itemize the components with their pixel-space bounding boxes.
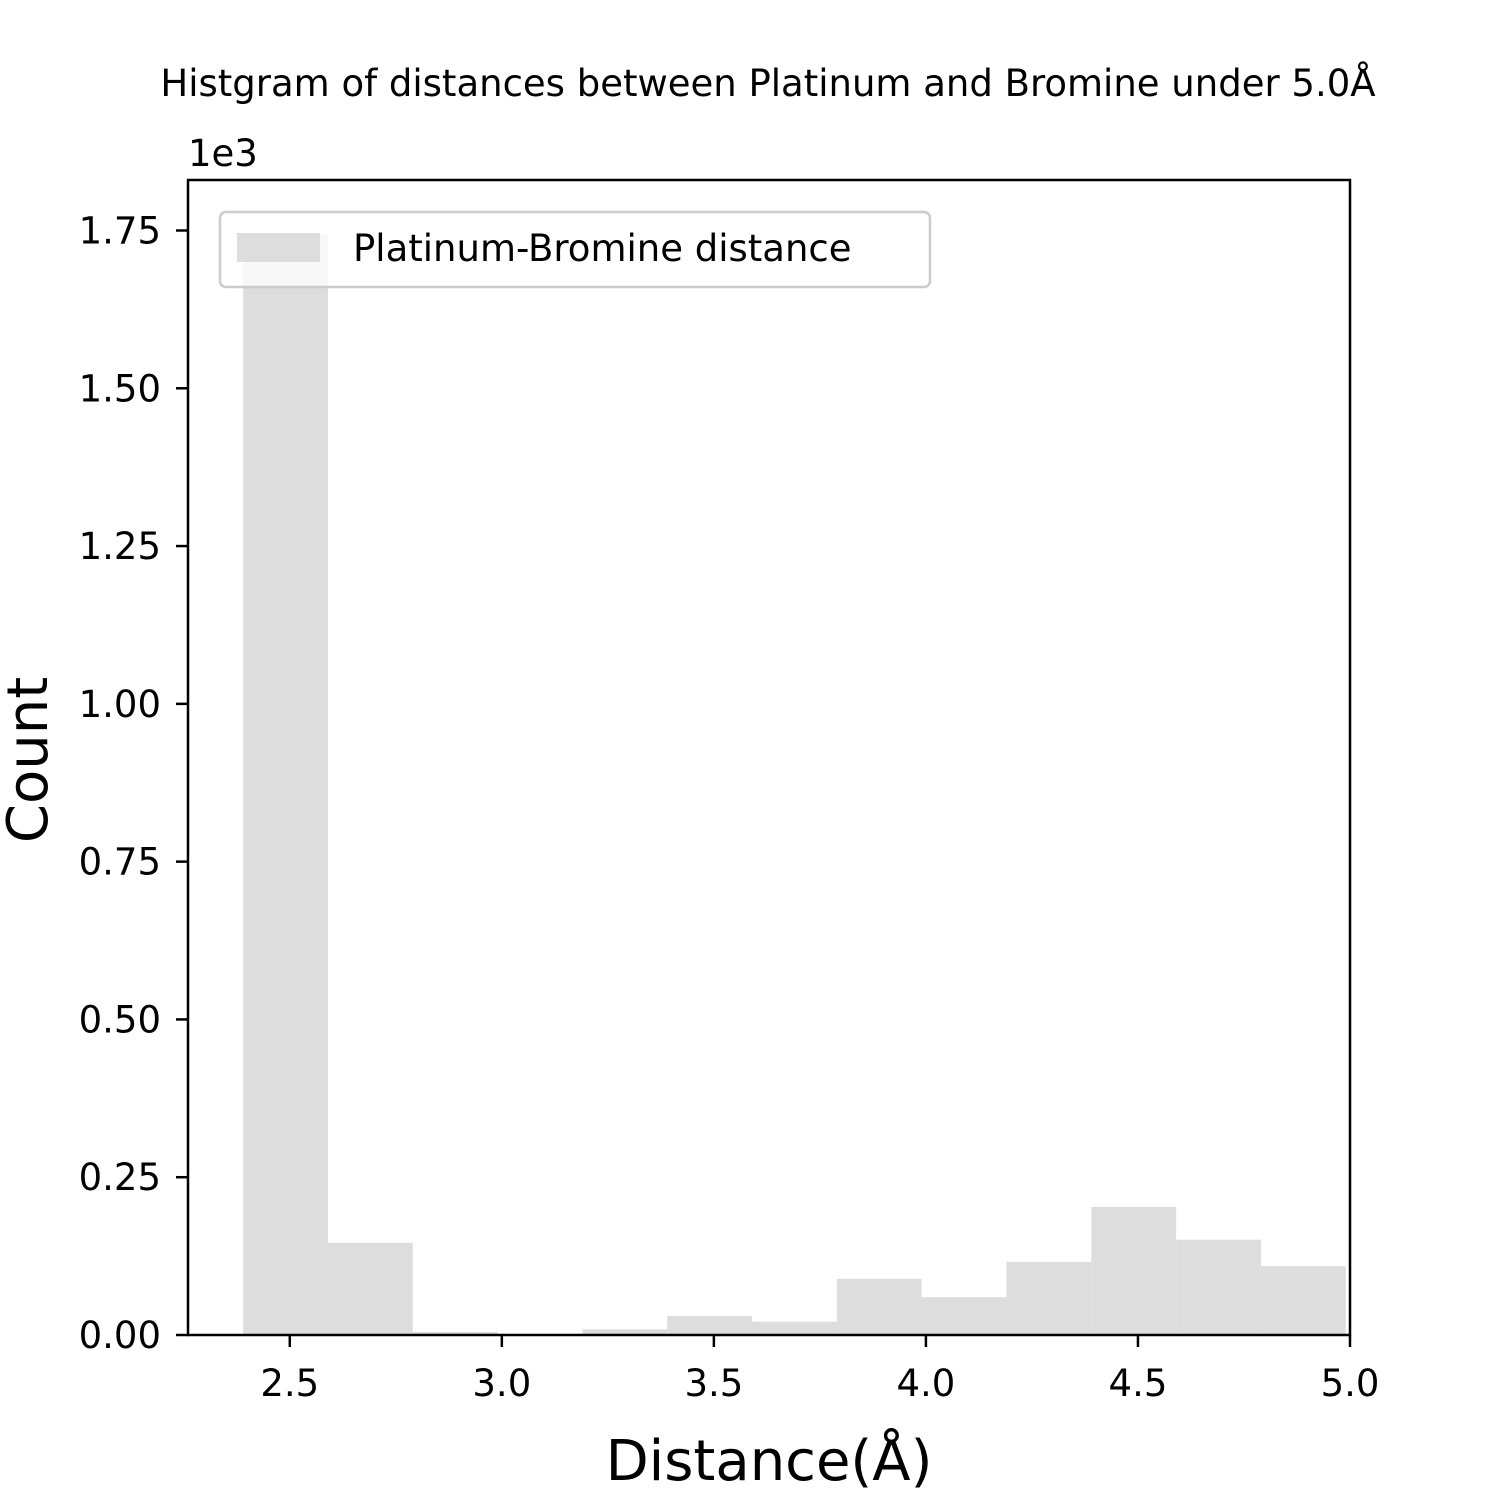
histogram-bar bbox=[836, 1278, 922, 1335]
y-axis-multiplier: 1e3 bbox=[188, 132, 258, 175]
x-axis-ticks: 2.5 3.0 3.5 4.0 4.5 5.0 bbox=[260, 1335, 1379, 1405]
histogram-bar bbox=[1091, 1206, 1177, 1335]
legend: Platinum-Bromine distance bbox=[218, 210, 932, 289]
legend-swatch bbox=[237, 233, 320, 262]
y-tick-label: 0.50 bbox=[79, 998, 161, 1041]
y-axis-label: Count bbox=[0, 677, 61, 843]
y-axis-ticks: 0.00 0.25 0.50 0.75 1.00 1.25 1.50 1.75 bbox=[79, 209, 188, 1357]
x-tick-label: 5.0 bbox=[1321, 1362, 1380, 1405]
x-tick-label: 2.5 bbox=[260, 1362, 319, 1405]
histogram-bar bbox=[1006, 1261, 1092, 1335]
legend-frame bbox=[218, 210, 932, 289]
plot-area-frame bbox=[186, 178, 1352, 1337]
histogram-bar bbox=[1260, 1266, 1346, 1335]
x-tick-label: 4.5 bbox=[1109, 1362, 1168, 1405]
histogram-bar bbox=[1176, 1239, 1261, 1335]
y-tick-label: 0.75 bbox=[79, 841, 161, 884]
y-tick-label: 0.25 bbox=[79, 1156, 161, 1199]
y-tick-label: 1.75 bbox=[79, 209, 161, 252]
legend-label: Platinum-Bromine distance bbox=[353, 227, 852, 270]
histogram-bar bbox=[412, 1331, 498, 1335]
y-tick-label: 1.00 bbox=[79, 683, 161, 726]
y-tick-label: 0.00 bbox=[79, 1314, 161, 1357]
histogram-bar bbox=[921, 1297, 1007, 1335]
y-tick-label: 1.25 bbox=[79, 525, 161, 568]
chart-title: Histgram of distances between Platinum a… bbox=[160, 61, 1375, 105]
x-tick-label: 3.5 bbox=[684, 1362, 743, 1405]
x-tick-label: 3.0 bbox=[472, 1362, 531, 1405]
histogram-bar bbox=[243, 234, 328, 1335]
x-tick-label: 4.0 bbox=[896, 1362, 955, 1405]
histogram-bars bbox=[243, 234, 1346, 1335]
histogram-bar bbox=[582, 1329, 668, 1335]
histogram-bar bbox=[667, 1316, 753, 1335]
x-axis-label: Distance(Å) bbox=[606, 1428, 933, 1494]
histogram-bar bbox=[752, 1321, 837, 1335]
histogram-bar bbox=[327, 1242, 413, 1335]
y-tick-label: 1.50 bbox=[79, 367, 161, 410]
